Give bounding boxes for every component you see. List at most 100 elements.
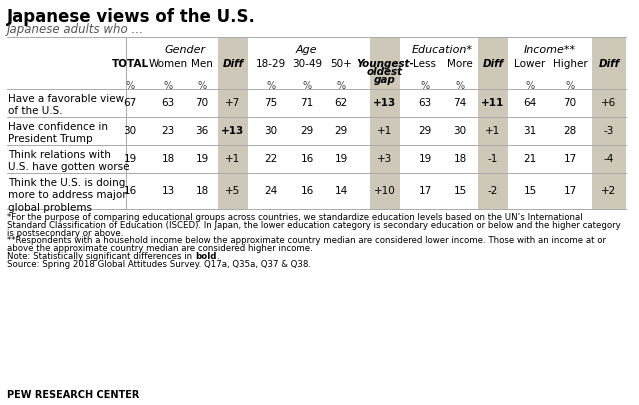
Text: -1: -1 xyxy=(488,154,498,164)
Text: Diff: Diff xyxy=(482,59,504,69)
Text: 16: 16 xyxy=(300,154,314,164)
Text: .: . xyxy=(216,252,219,261)
Text: 63: 63 xyxy=(162,98,174,108)
Text: Education*: Education* xyxy=(412,45,473,55)
Text: 19: 19 xyxy=(123,154,137,164)
Text: 19: 19 xyxy=(334,154,348,164)
Text: 29: 29 xyxy=(419,126,431,136)
Text: 16: 16 xyxy=(123,186,137,196)
Text: +1: +1 xyxy=(378,126,392,136)
Text: 29: 29 xyxy=(300,126,314,136)
Text: %: % xyxy=(302,81,312,91)
Text: Gender: Gender xyxy=(164,45,206,55)
Text: PEW RESEARCH CENTER: PEW RESEARCH CENTER xyxy=(7,390,139,400)
Text: Source: Spring 2018 Global Attitudes Survey. Q17a, Q35a, Q37 & Q38.: Source: Spring 2018 Global Attitudes Sur… xyxy=(7,260,311,269)
Text: %: % xyxy=(197,81,206,91)
Text: Standard Classification of Education (ISCED). In Japan, the lower education cate: Standard Classification of Education (IS… xyxy=(7,221,620,230)
Text: +10: +10 xyxy=(374,186,396,196)
Text: %: % xyxy=(337,81,346,91)
Bar xyxy=(370,37,400,209)
Text: 70: 70 xyxy=(564,98,576,108)
Bar xyxy=(478,37,508,209)
Text: 30: 30 xyxy=(123,126,137,136)
Text: Income**: Income** xyxy=(524,45,576,55)
Text: 14: 14 xyxy=(334,186,348,196)
Text: 17: 17 xyxy=(564,154,576,164)
Text: 16: 16 xyxy=(300,186,314,196)
Text: 13: 13 xyxy=(162,186,174,196)
Text: 18-29: 18-29 xyxy=(256,59,286,69)
Text: Women: Women xyxy=(148,59,188,69)
Text: 31: 31 xyxy=(523,126,537,136)
Text: Youngest-: Youngest- xyxy=(356,59,414,69)
Text: oldest: oldest xyxy=(367,67,403,77)
Text: +11: +11 xyxy=(481,98,505,108)
Text: 18: 18 xyxy=(196,186,208,196)
Text: 30: 30 xyxy=(265,126,277,136)
Text: *For the purpose of comparing educational groups across countries, we standardiz: *For the purpose of comparing educationa… xyxy=(7,213,583,222)
Text: 63: 63 xyxy=(419,98,431,108)
Text: -4: -4 xyxy=(604,154,614,164)
Text: +13: +13 xyxy=(373,98,397,108)
Text: Men: Men xyxy=(191,59,213,69)
Text: above the approximate country median are considered higher income.: above the approximate country median are… xyxy=(7,244,312,253)
Text: 67: 67 xyxy=(123,98,137,108)
Text: %: % xyxy=(266,81,275,91)
Text: TOTAL: TOTAL xyxy=(111,59,148,69)
Text: +1: +1 xyxy=(226,154,241,164)
Text: +5: +5 xyxy=(226,186,241,196)
Text: 18: 18 xyxy=(162,154,174,164)
Text: Note: Statistically significant differences in: Note: Statistically significant differen… xyxy=(7,252,195,261)
Text: +3: +3 xyxy=(378,154,392,164)
Text: **Respondents with a household income below the approximate country median are c: **Respondents with a household income be… xyxy=(7,237,606,245)
Text: is postsecondary or above.: is postsecondary or above. xyxy=(7,228,123,238)
Text: 22: 22 xyxy=(265,154,277,164)
Text: %: % xyxy=(525,81,535,91)
Text: 36: 36 xyxy=(196,126,208,136)
Text: Think the U.S. is doing
more to address major
global problems: Think the U.S. is doing more to address … xyxy=(8,178,127,213)
Text: 17: 17 xyxy=(419,186,431,196)
Text: +1: +1 xyxy=(486,126,500,136)
Text: Have confidence in
President Trump: Have confidence in President Trump xyxy=(8,122,108,145)
Text: 74: 74 xyxy=(454,98,466,108)
Text: 17: 17 xyxy=(564,186,576,196)
Text: 50+: 50+ xyxy=(330,59,352,69)
Text: Less: Less xyxy=(413,59,436,69)
Text: 19: 19 xyxy=(419,154,431,164)
Text: %: % xyxy=(164,81,173,91)
Text: %: % xyxy=(456,81,465,91)
Text: +6: +6 xyxy=(601,98,617,108)
Text: Diff: Diff xyxy=(222,59,243,69)
Text: +7: +7 xyxy=(226,98,241,108)
Text: 15: 15 xyxy=(523,186,537,196)
Text: Diff: Diff xyxy=(599,59,620,69)
Text: Higher: Higher xyxy=(553,59,587,69)
Text: 29: 29 xyxy=(334,126,348,136)
Text: %: % xyxy=(125,81,135,91)
Text: gap: gap xyxy=(374,75,396,85)
Text: 71: 71 xyxy=(300,98,314,108)
Text: 30: 30 xyxy=(454,126,466,136)
Text: Have a favorable view
of the U.S.: Have a favorable view of the U.S. xyxy=(8,94,124,116)
Text: 62: 62 xyxy=(334,98,348,108)
Text: 24: 24 xyxy=(265,186,277,196)
Text: Think relations with
U.S. have gotten worse: Think relations with U.S. have gotten wo… xyxy=(8,150,130,173)
Text: 30-49: 30-49 xyxy=(292,59,322,69)
Text: +2: +2 xyxy=(601,186,617,196)
Text: %: % xyxy=(566,81,574,91)
Text: 18: 18 xyxy=(454,154,466,164)
Text: -2: -2 xyxy=(488,186,498,196)
Text: Japanese adults who …: Japanese adults who … xyxy=(7,23,144,36)
Text: %: % xyxy=(420,81,429,91)
Text: 28: 28 xyxy=(564,126,576,136)
Text: 19: 19 xyxy=(196,154,208,164)
Bar xyxy=(592,37,626,209)
Text: More: More xyxy=(447,59,473,69)
Bar xyxy=(218,37,248,209)
Text: +13: +13 xyxy=(221,126,245,136)
Text: Age: Age xyxy=(295,45,317,55)
Text: -3: -3 xyxy=(604,126,614,136)
Text: 15: 15 xyxy=(454,186,466,196)
Text: 23: 23 xyxy=(162,126,174,136)
Text: bold: bold xyxy=(195,252,216,261)
